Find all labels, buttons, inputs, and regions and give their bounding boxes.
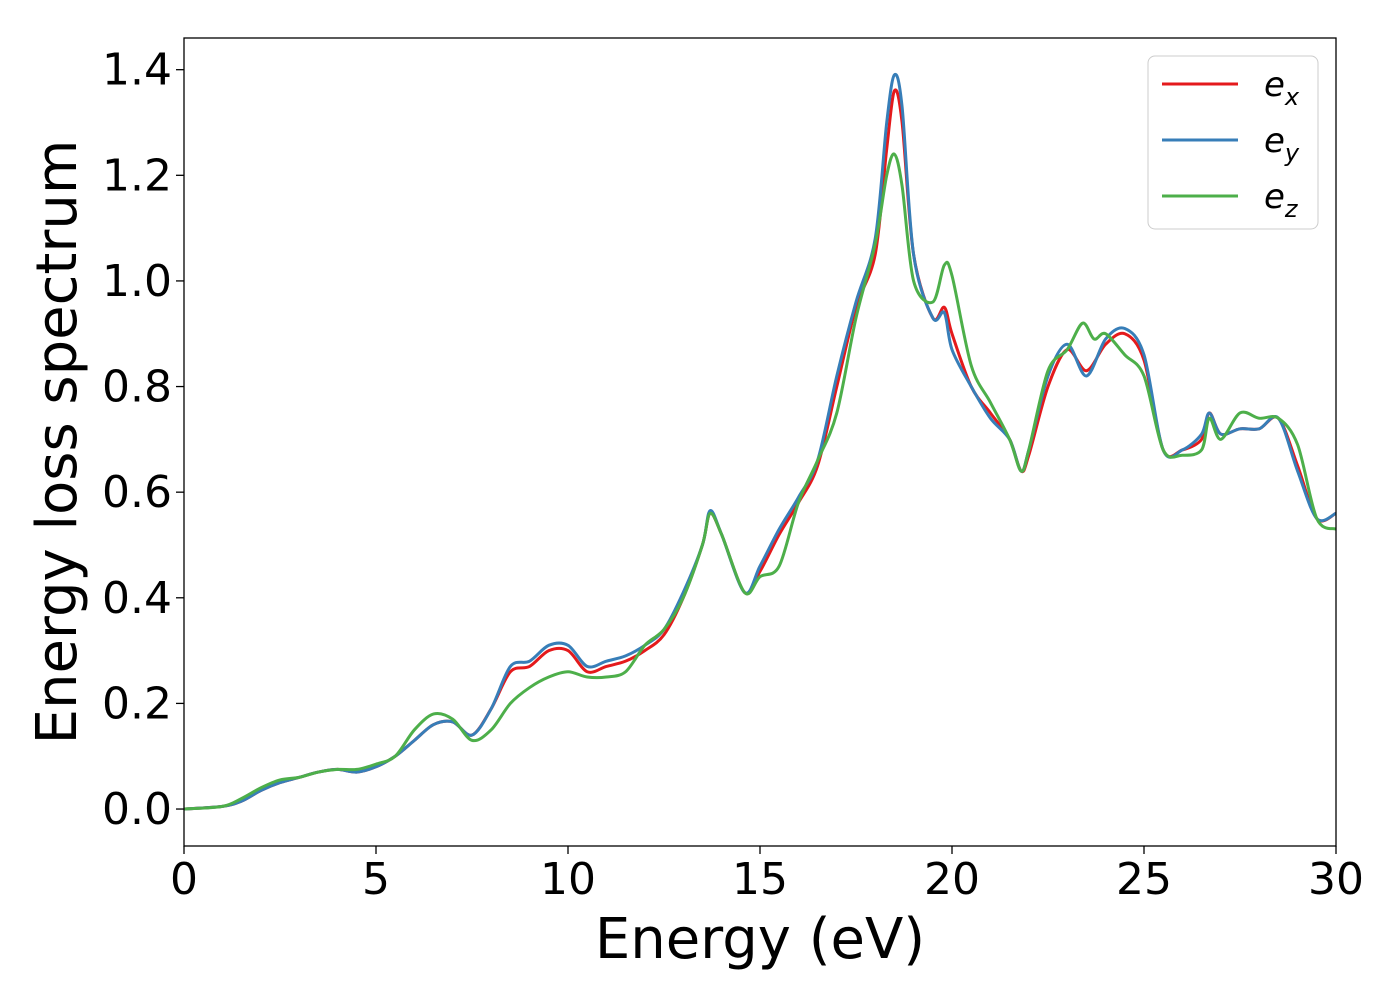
series-line-z (184, 152, 1336, 811)
x-axis-ticks: 0 5 10 15 20 25 30 (170, 846, 1364, 905)
legend-label-z: ez (1264, 177, 1299, 223)
legend-label-x: ex (1264, 65, 1300, 111)
x-tick-label: 5 (362, 854, 390, 905)
x-axis-label: Energy (eV) (595, 907, 925, 972)
series-line-y (184, 72, 1336, 811)
legend-label-y: ey (1264, 121, 1300, 167)
y-tick-label: 0.2 (102, 678, 172, 729)
y-tick-label: 0.6 (102, 467, 172, 518)
y-axis-label: Energy loss spectrum (25, 140, 90, 745)
legend-box (1147, 55, 1319, 230)
x-tick-label: 0 (170, 854, 198, 905)
y-tick-label: 0.0 (102, 784, 172, 835)
y-tick-label: 1.0 (102, 256, 172, 307)
y-tick-label: 1.4 (102, 45, 172, 96)
y-tick-label: 1.2 (102, 150, 172, 201)
y-axis-ticks: 0.0 0.2 0.4 0.6 0.8 1.0 1.2 1.4 (102, 45, 184, 835)
x-tick-label: 25 (1116, 854, 1172, 905)
y-tick-label: 0.8 (102, 362, 172, 413)
x-tick-label: 10 (540, 854, 596, 905)
y-tick-label: 0.4 (102, 573, 172, 624)
x-tick-label: 30 (1308, 854, 1364, 905)
x-tick-label: 20 (924, 854, 980, 905)
legend: ex ey ez (1147, 55, 1319, 230)
plot-lines (184, 72, 1336, 811)
x-tick-label: 15 (732, 854, 788, 905)
